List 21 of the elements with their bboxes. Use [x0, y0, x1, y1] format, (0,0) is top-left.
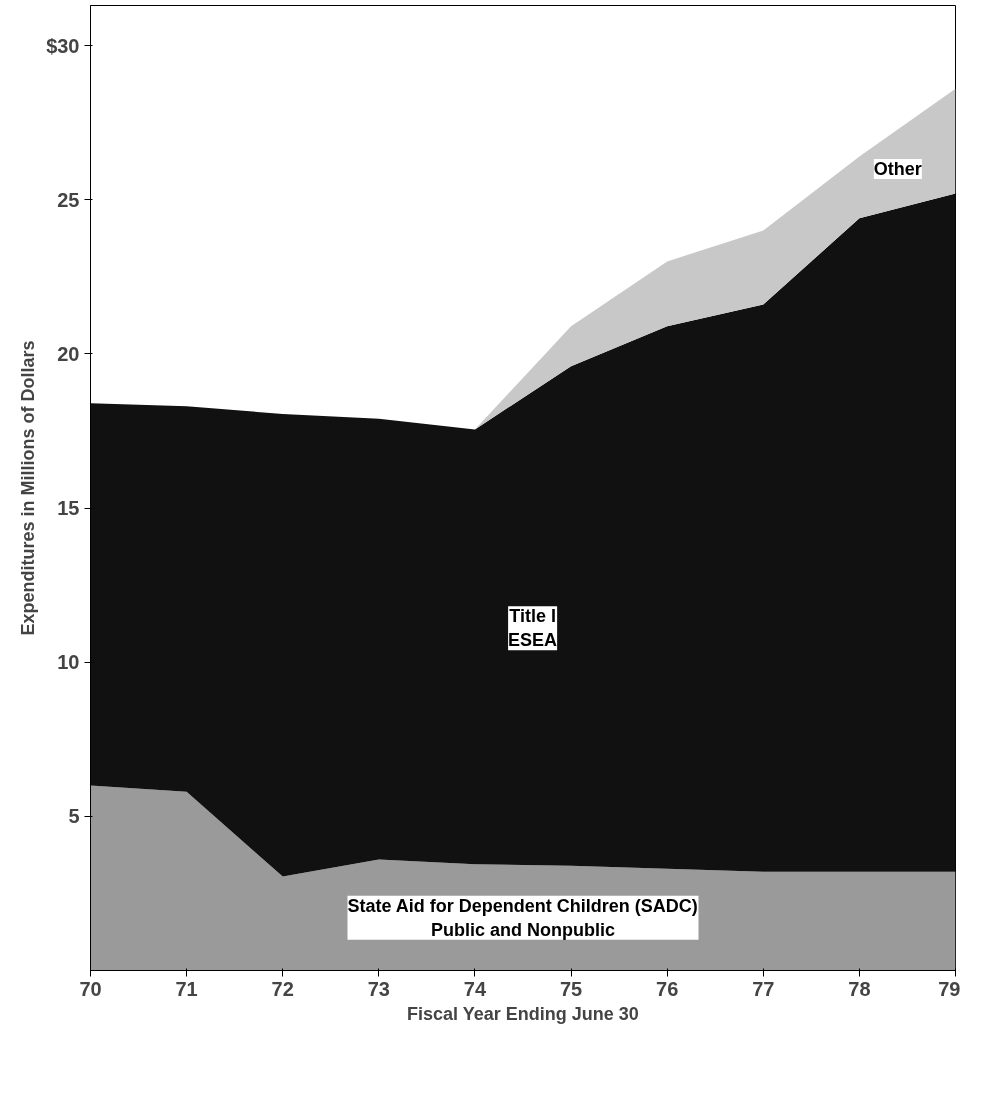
- series-label: State Aid for Dependent Children (SADC) Public and Nonpublic: [347, 895, 698, 940]
- y-tick-label: 5: [68, 805, 80, 828]
- y-tick-label: 15: [57, 497, 80, 520]
- y-axis-title: Expenditures in Millions of Dollars: [18, 340, 39, 636]
- x-tick-label: 72: [271, 977, 294, 1000]
- y-tick-label: 10: [57, 651, 80, 674]
- series-label: Title I ESEA: [508, 606, 558, 651]
- y-tick-label: $30: [46, 34, 80, 57]
- x-tick-label: 70: [79, 977, 102, 1000]
- x-tick-label: 75: [559, 977, 583, 1000]
- x-tick-label: 78: [848, 977, 871, 1000]
- x-tick-label: 77: [752, 977, 775, 1000]
- x-axis-title: Fiscal Year Ending June 30: [406, 1003, 639, 1024]
- x-tick-label: 74: [463, 977, 487, 1000]
- x-tick-label: 79: [938, 977, 961, 1000]
- x-tick-label: 73: [367, 977, 390, 1000]
- x-tick-label: 76: [656, 977, 679, 1000]
- series-label: Other: [873, 158, 922, 179]
- y-tick-label: 20: [57, 342, 80, 365]
- x-tick-label: 71: [175, 977, 198, 1000]
- y-tick-label: 25: [57, 188, 80, 211]
